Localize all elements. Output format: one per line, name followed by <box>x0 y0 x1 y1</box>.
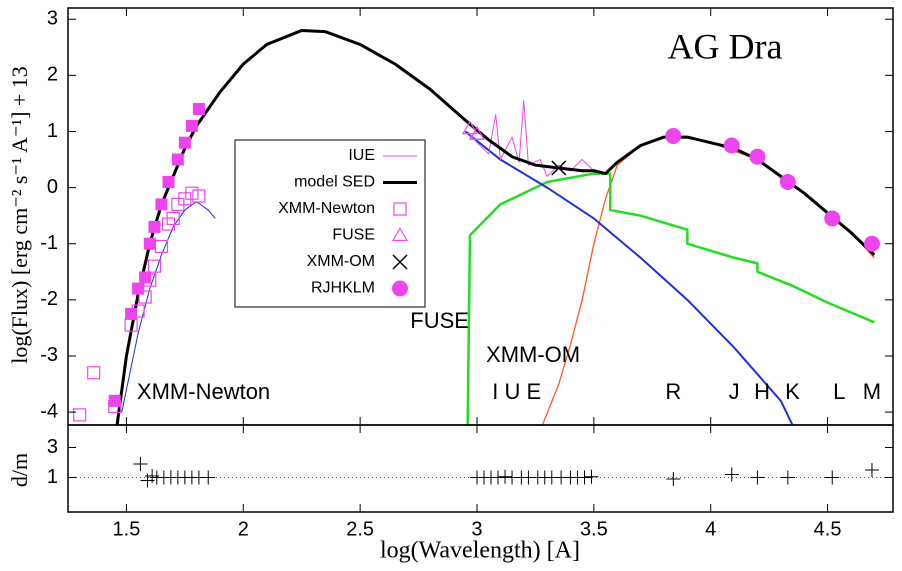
marker-triangle <box>461 120 479 135</box>
marker-square <box>178 136 191 149</box>
y-tick-label: 1 <box>47 466 58 488</box>
legend-box <box>234 139 426 308</box>
x-tick-label: 4 <box>705 518 716 540</box>
marker-circle <box>749 148 766 165</box>
marker-square <box>155 198 168 211</box>
marker-circle <box>779 173 796 190</box>
marker-square <box>185 119 198 132</box>
marker-square <box>73 408 87 422</box>
marker-plus <box>750 470 765 485</box>
annotation: I U E <box>492 379 541 404</box>
marker-circle <box>723 137 740 154</box>
annotation: XMM-OM <box>486 342 580 367</box>
x-tick-label: 3.5 <box>580 518 608 540</box>
marker-triangle <box>468 126 486 140</box>
x-tick-label: 4.5 <box>814 518 842 540</box>
marker-square <box>393 202 407 216</box>
annotation: R <box>665 379 681 404</box>
marker-x <box>392 254 408 270</box>
marker-square <box>162 175 175 188</box>
legend-label: XMM-Newton <box>278 200 375 217</box>
y-tick-label: -4 <box>40 400 58 422</box>
y-axis-label: log(Flux) [erg cm⁻² s⁻¹ A⁻¹] + 13 <box>7 66 32 364</box>
plot-area <box>68 457 893 488</box>
marker-plus <box>201 470 216 485</box>
marker-plus <box>666 472 681 486</box>
marker-square <box>185 186 199 200</box>
chart-title: AG Dra <box>668 26 783 66</box>
marker-plus <box>491 470 506 485</box>
marker-circle <box>392 280 408 297</box>
x-tick-label: 1.5 <box>113 518 141 540</box>
residual-y-label: d/m <box>7 453 32 487</box>
marker-circle <box>863 235 880 252</box>
marker-plus <box>724 467 739 482</box>
y-tick-label: -2 <box>40 288 58 310</box>
y-tick-label: 3 <box>47 8 58 30</box>
plot-frame <box>67 7 894 426</box>
legend-label: model SED <box>294 174 375 191</box>
y-tick-label: 0 <box>47 176 58 198</box>
y-tick-label: 3 <box>47 436 58 458</box>
series-line <box>464 130 794 425</box>
series-line <box>466 172 875 425</box>
series-line <box>121 201 216 413</box>
legend-label: FUSE <box>332 227 375 244</box>
marker-square <box>138 290 152 304</box>
y-tick-label: -3 <box>40 344 58 366</box>
y-tick-label: -1 <box>40 232 58 254</box>
annotation: L <box>833 379 845 404</box>
marker-plus <box>780 470 795 485</box>
marker-square <box>125 307 138 320</box>
marker-square <box>87 366 101 380</box>
marker-square <box>147 259 162 273</box>
marker-plus <box>577 470 592 485</box>
marker-plus <box>825 470 840 485</box>
annotation: H <box>754 379 770 404</box>
x-tick-label: 2.5 <box>346 518 374 540</box>
series-line <box>541 136 875 425</box>
marker-square <box>166 211 180 226</box>
marker-plus <box>584 469 599 484</box>
y-tick-label: 2 <box>47 64 58 86</box>
marker-square <box>154 239 169 254</box>
marker-square <box>148 220 161 233</box>
x-tick-label: 3 <box>471 518 482 540</box>
annotation: XMM-Newton <box>137 379 270 404</box>
plot-area <box>73 28 880 425</box>
marker-circle <box>665 127 682 144</box>
marker-square <box>132 282 145 295</box>
legend-label: RJHKLM <box>311 280 375 297</box>
marker-plus <box>133 457 148 471</box>
legend-label: IUE <box>348 147 375 164</box>
marker-plus <box>864 463 879 477</box>
marker-plus <box>498 469 513 484</box>
marker-triangle <box>391 227 409 242</box>
annotation: FUSE <box>410 308 469 333</box>
marker-circle <box>824 210 841 227</box>
x-tick-label: 2 <box>238 518 249 540</box>
legend-label: XMM-OM <box>307 253 375 270</box>
annotation: J <box>729 379 740 404</box>
marker-square <box>139 271 152 284</box>
marker-x <box>551 160 567 176</box>
marker-square <box>192 189 206 203</box>
marker-square <box>171 153 184 166</box>
marker-square <box>143 237 156 250</box>
y-tick-label: 1 <box>47 120 58 142</box>
marker-square <box>192 103 205 116</box>
marker-square <box>108 394 121 407</box>
annotation: K <box>785 379 800 404</box>
x-axis-label: log(Wavelength) [A] <box>380 538 580 564</box>
annotation: M <box>863 379 881 404</box>
plot-frame <box>67 424 894 513</box>
